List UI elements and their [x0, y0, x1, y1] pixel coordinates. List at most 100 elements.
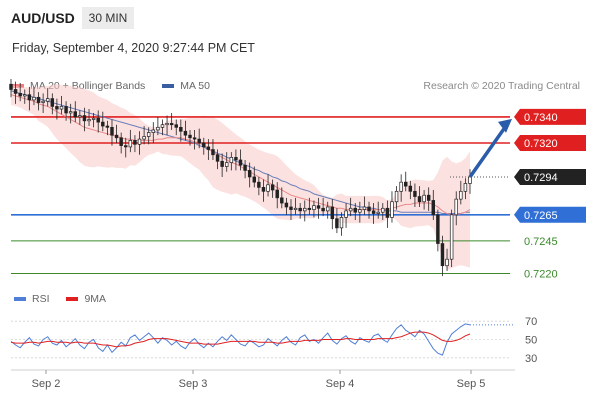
candle-body	[422, 194, 426, 203]
candle-body	[280, 197, 284, 204]
candle-body	[36, 96, 41, 103]
candle-body	[454, 198, 458, 216]
candle-body	[133, 140, 137, 145]
rsi-swatch	[14, 297, 26, 302]
candle-body	[440, 243, 445, 267]
rsi-tick-70: 70	[525, 316, 537, 328]
level-label-0.7220: 0.7220	[524, 269, 558, 281]
candle-body	[215, 154, 220, 162]
candle-body	[59, 106, 64, 110]
candle-body	[27, 94, 32, 101]
candle-body	[105, 125, 110, 128]
candle-body	[156, 126, 160, 131]
candle-body	[408, 185, 413, 192]
candle-body	[367, 206, 371, 212]
level-tag-bg	[514, 135, 586, 151]
candle-body	[192, 137, 197, 140]
candle-body	[436, 214, 440, 244]
candle-body	[45, 98, 50, 102]
level-label-0.7265: 0.7265	[514, 206, 586, 223]
candle-body	[417, 196, 422, 203]
candle-body	[316, 205, 321, 209]
candle-body	[307, 207, 312, 210]
candle-body	[270, 184, 275, 191]
candle-body	[165, 123, 169, 126]
research-credit: Research © 2020 Trading Central	[423, 80, 580, 92]
candle-body	[82, 115, 87, 122]
candle-body	[55, 106, 59, 110]
level-label-0.7294: 0.7294	[514, 168, 586, 185]
candle-body	[426, 194, 431, 201]
candle-body	[298, 207, 302, 212]
candle-body	[32, 96, 36, 101]
ma20-swatch	[12, 84, 24, 89]
candle-body	[394, 190, 399, 203]
candle-body	[463, 183, 468, 192]
candle-body	[18, 93, 22, 97]
candle-body	[96, 117, 100, 123]
candle-body	[261, 187, 266, 192]
level-label-0.7320: 0.7320	[514, 135, 586, 151]
candle-body	[275, 189, 279, 199]
candle-body	[358, 209, 362, 213]
level-tag-text: 0.7265	[524, 210, 558, 222]
candle-body	[146, 132, 151, 137]
candle-body	[243, 164, 247, 171]
level-tag-text: 0.7294	[524, 172, 558, 184]
candle-body	[390, 201, 394, 218]
level-label-0.7340: 0.7340	[514, 108, 586, 125]
projection-arrow-shaft	[468, 124, 508, 178]
candle-body	[247, 170, 252, 178]
level-tag-bg	[514, 206, 586, 223]
candle-body	[303, 207, 307, 212]
level-tag-text: 0.7340	[524, 112, 558, 124]
candle-body	[197, 138, 201, 144]
candle-body	[91, 117, 96, 120]
candle-body	[41, 100, 45, 103]
legend-item-rsi: RSI	[14, 293, 52, 305]
level-label-0.7245: 0.7245	[524, 236, 558, 248]
candle-body	[183, 130, 188, 136]
rsi-tick-30: 30	[525, 353, 537, 365]
candle-body	[124, 145, 128, 148]
bollinger-band	[11, 84, 470, 271]
candle-body	[399, 181, 403, 192]
candle-body	[73, 111, 77, 118]
level-tag-text: 0.7220	[524, 269, 558, 281]
symbol-title: AUD/USD	[11, 10, 75, 26]
candle-body	[151, 129, 156, 133]
legend-item-9ma: 9MA	[66, 293, 106, 305]
candle-body	[119, 137, 123, 146]
candle-body	[169, 123, 174, 126]
candle-body	[160, 124, 165, 128]
candle-body	[330, 206, 335, 220]
ma9-swatch	[66, 297, 79, 302]
candle-body	[202, 142, 206, 148]
level-tag-bg	[514, 168, 586, 185]
candle-body	[257, 181, 261, 188]
candle-body	[445, 258, 449, 267]
timeframe-badge[interactable]: 30 MIN	[82, 7, 134, 29]
level-tag-text: 0.7320	[524, 138, 558, 150]
candle-body	[344, 210, 348, 218]
candle-body	[353, 207, 357, 213]
candle-body	[137, 138, 142, 145]
candle-body	[9, 83, 13, 90]
candle-body	[211, 149, 215, 156]
candle-body	[234, 157, 238, 161]
candle-body	[459, 190, 463, 200]
candle-body	[78, 115, 82, 118]
ma50-swatch	[162, 84, 175, 89]
x-tick-label: Sep 4	[326, 378, 355, 390]
candle-body	[225, 162, 229, 167]
rsi-tick-50: 50	[525, 335, 537, 347]
candle-body	[381, 207, 385, 213]
candle-body	[325, 206, 330, 212]
candle-body	[23, 94, 27, 97]
candle-body	[68, 111, 73, 114]
x-tick-label: Sep 5	[457, 378, 486, 390]
level-tag-text: 0.7245	[524, 236, 558, 248]
candle-body	[413, 190, 417, 197]
x-tick-label: Sep 2	[32, 378, 61, 390]
